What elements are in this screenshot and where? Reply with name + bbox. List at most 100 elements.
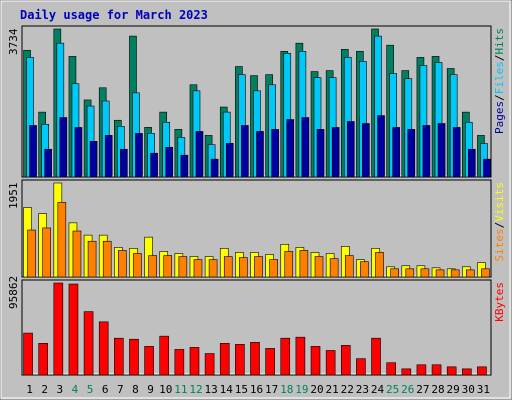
- bar: [53, 282, 64, 376]
- bar: [114, 337, 124, 376]
- bar: [437, 123, 446, 178]
- bar: [189, 347, 200, 376]
- bar: [83, 311, 94, 376]
- bar: [210, 158, 219, 178]
- bar: [193, 259, 203, 278]
- bar: [208, 259, 218, 278]
- legend-entry: Visits: [493, 182, 506, 222]
- bar: [271, 129, 279, 178]
- bar: [405, 268, 415, 278]
- x-tick-label: 9: [147, 383, 154, 396]
- bar: [431, 364, 442, 376]
- bar: [180, 154, 189, 178]
- bar: [159, 335, 170, 376]
- legend: Sites/Visits: [493, 182, 506, 262]
- bar: [204, 353, 215, 376]
- bar: [450, 269, 460, 278]
- y-tick-label: 3734: [7, 28, 20, 55]
- x-tick-label: 19: [295, 383, 308, 396]
- bar: [29, 125, 37, 178]
- x-tick-label: 25: [386, 383, 399, 396]
- bar: [23, 332, 33, 376]
- x-tick-label: 15: [235, 383, 248, 396]
- bar: [27, 229, 36, 278]
- y-tick-label: 95862: [7, 276, 20, 309]
- bar: [280, 337, 291, 376]
- bar: [129, 338, 139, 376]
- x-tick-label: 30: [462, 383, 475, 396]
- bar: [59, 117, 68, 178]
- bar: [416, 364, 427, 376]
- bar: [74, 127, 83, 178]
- x-tick-label: 29: [447, 383, 460, 396]
- x-tick-label: 12: [189, 383, 202, 396]
- legend-entry: Hits: [493, 28, 506, 55]
- bar: [44, 148, 52, 178]
- legend-entry: KBytes: [493, 282, 506, 322]
- bar: [392, 127, 400, 178]
- bar: [481, 268, 490, 278]
- bar: [386, 362, 396, 376]
- bar: [104, 135, 113, 178]
- bar: [256, 131, 264, 178]
- bar: [452, 127, 461, 178]
- bar: [316, 129, 325, 178]
- x-tick-label: 3: [57, 383, 64, 396]
- bar: [225, 143, 234, 178]
- bar: [87, 240, 97, 278]
- bar: [239, 257, 248, 278]
- bar: [118, 250, 127, 278]
- bar: [38, 343, 48, 376]
- bar: [299, 250, 309, 278]
- x-tick-label: 17: [265, 383, 278, 396]
- x-tick-label: 28: [431, 383, 444, 396]
- bar: [68, 283, 79, 376]
- bar: [360, 261, 369, 278]
- legend-entry: Sites: [493, 228, 506, 261]
- bar: [390, 268, 399, 278]
- x-tick-label: 13: [204, 383, 217, 396]
- bar: [135, 133, 143, 178]
- bar: [174, 349, 185, 376]
- bar: [329, 258, 339, 278]
- bar: [235, 344, 245, 376]
- bar: [223, 256, 233, 278]
- legend: KBytes: [493, 282, 506, 322]
- legend-separator: /: [493, 222, 506, 229]
- x-tick-label: 7: [117, 383, 124, 396]
- bar: [483, 158, 491, 178]
- x-tick-label: 21: [326, 383, 339, 396]
- bar: [295, 336, 306, 376]
- bar: [466, 269, 475, 278]
- bar: [377, 115, 385, 178]
- bar: [42, 227, 51, 278]
- bar: [72, 230, 82, 278]
- bar: [195, 131, 204, 178]
- y-tick-label: 1951: [7, 183, 20, 210]
- x-tick-label: 26: [401, 383, 414, 396]
- bar: [462, 368, 472, 376]
- bar: [331, 127, 340, 178]
- bar: [371, 337, 381, 376]
- bar: [250, 341, 260, 376]
- bar: [375, 252, 384, 278]
- bar: [346, 121, 355, 178]
- chart-title: Daily usage for March 2023: [20, 8, 208, 22]
- x-tick-label: 14: [220, 383, 234, 396]
- legend-entry: Files: [493, 61, 506, 94]
- x-tick-label: 2: [41, 383, 48, 396]
- legend-entry: Pages: [493, 101, 506, 134]
- bar: [407, 129, 416, 178]
- bar: [356, 358, 366, 376]
- bar: [422, 125, 431, 178]
- x-tick-label: 31: [477, 383, 490, 396]
- bar: [150, 152, 158, 178]
- bar: [435, 269, 445, 278]
- x-tick-label: 1: [26, 383, 33, 396]
- x-tick-label: 16: [250, 383, 263, 396]
- bar: [178, 256, 188, 278]
- bar: [362, 123, 370, 178]
- bar: [477, 366, 487, 376]
- x-tick-label: 23: [356, 383, 369, 396]
